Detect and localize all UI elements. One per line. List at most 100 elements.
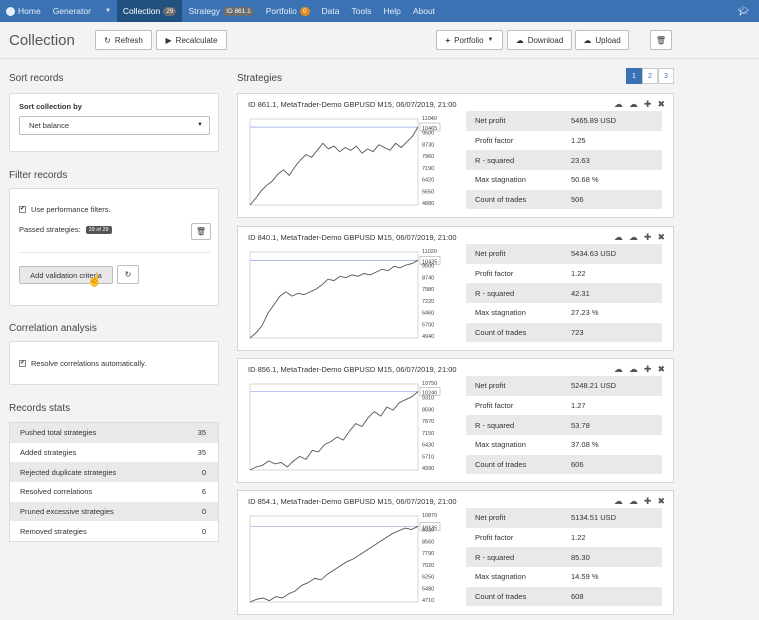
page-button[interactable]: 1 <box>626 68 642 84</box>
recalculate-button[interactable]: ▶ Recalculate <box>156 30 227 50</box>
nav-about[interactable]: About <box>407 0 441 22</box>
metric-value: 14.59 % <box>571 572 599 582</box>
current-balance-box <box>419 387 441 396</box>
stats-label: Resolved correlations <box>20 487 93 497</box>
close-icon[interactable]: ✖ <box>657 496 665 506</box>
y-tick-label: 7150 <box>422 431 434 437</box>
nav-tools[interactable]: Tools <box>346 0 378 22</box>
toolbar-divider <box>0 58 759 59</box>
metric-value: 1.25 <box>571 136 586 146</box>
metric-row: Profit factor 1.25 <box>466 131 662 151</box>
resolve-correlations-row[interactable]: ✔ Resolve correlations automatically. <box>19 359 146 368</box>
page-button[interactable]: 3 <box>658 68 674 84</box>
refresh-button[interactable]: ↻ Refresh <box>95 30 152 50</box>
cloud-upload-icon[interactable]: ☁ <box>628 364 638 374</box>
sort-select[interactable]: Net balance ▼ <box>19 116 210 135</box>
strategy-id-badge: ID 861.1 <box>223 6 254 16</box>
metric-row: Net profit 5134.51 USD <box>466 508 662 528</box>
cloud-download-icon[interactable]: ☁ <box>613 232 623 242</box>
hand-cursor-icon: ☝ <box>87 273 102 287</box>
select-arrow-icon: ▼ <box>197 122 203 128</box>
reset-validation-button[interactable]: ↻ <box>117 265 139 284</box>
passed-strategies-row: Passed strategies: 29 of 29 <box>19 225 112 234</box>
metric-label: Max stagnation <box>475 440 526 450</box>
cloud-upload-icon[interactable]: ☁ <box>628 99 638 109</box>
portfolio-count-badge: 0 <box>299 6 310 16</box>
metrics-table: Net profit 5248.21 USD Profit factor 1.27 R … <box>466 376 662 475</box>
nav-strategy[interactable]: Strategy ID 861.1 <box>182 0 259 22</box>
portfolio-dropdown-button[interactable]: + Portfolio ▼ <box>436 30 503 50</box>
nav-generator-label: Generator <box>52 6 91 16</box>
nav-home[interactable]: Home <box>0 0 47 22</box>
y-tick-label: 5700 <box>422 322 434 328</box>
y-tick-label: 7960 <box>422 154 434 160</box>
metric-row: Max stagnation 27.23 % <box>466 303 662 323</box>
card-actions: ☁ ☁ ✚ ✖ <box>614 232 665 243</box>
add-validation-button[interactable]: Add validation criteria <box>19 266 113 284</box>
current-balance-box <box>419 122 441 132</box>
nav-strategy-label: Strategy <box>188 6 221 16</box>
stats-label: Removed strategies <box>20 526 87 536</box>
close-icon[interactable]: ✖ <box>657 232 665 242</box>
play-icon: ▶ <box>165 35 172 45</box>
nav-help[interactable]: Help <box>377 0 406 22</box>
close-icon[interactable]: ✖ <box>657 364 665 374</box>
strategy-card[interactable]: ID 856.1, MetaTrader-Demo GBPUSD M15, 06… <box>237 358 674 483</box>
nav-data[interactable]: Data <box>316 0 346 22</box>
y-tick-label: 5710 <box>422 454 434 460</box>
strategy-card-header: ID 840.1, MetaTrader-Demo GBPUSD M15, 06… <box>248 233 457 242</box>
stats-value: 0 <box>201 507 206 517</box>
use-perf-label: Use performance filters. <box>31 205 111 214</box>
cloud-download-icon[interactable]: ☁ <box>613 364 623 374</box>
nav-collection[interactable]: Collection 29 <box>116 0 183 22</box>
cloud-download-icon[interactable]: ☁ <box>613 99 623 109</box>
delete-collection-button[interactable]: 🗑︎ <box>650 30 672 50</box>
upload-button[interactable]: ☁ Upload <box>575 30 629 50</box>
metric-label: Net profit <box>475 381 506 391</box>
nav-about-label: About <box>412 6 436 16</box>
refresh-icon: ↻ <box>124 270 132 279</box>
use-perf-checkbox[interactable]: ✔ <box>19 206 26 213</box>
use-perf-filters-row[interactable]: ✔ Use performance filters. <box>19 205 111 214</box>
metric-row: R - squared 53.78 <box>466 415 662 436</box>
strategy-card[interactable]: ID 861.1, MetaTrader-Demo GBPUSD M15, 06… <box>237 93 674 218</box>
stats-value: 6 <box>201 487 206 497</box>
strategy-card[interactable]: ID 840.1, MetaTrader-Demo GBPUSD M15, 06… <box>237 226 674 351</box>
nav-help-label: Help <box>383 6 401 16</box>
y-tick-label: 8740 <box>422 275 434 281</box>
strategy-card[interactable]: ID 854.1, MetaTrader-Demo GBPUSD M15, 06… <box>237 490 674 615</box>
current-balance-label: 10240 <box>422 391 437 397</box>
stats-label: Added strategies <box>20 448 77 458</box>
cloud-download-icon[interactable]: ☁ <box>613 496 623 506</box>
nav-generator[interactable]: Generator ▼ <box>47 0 117 22</box>
delete-filters-button[interactable]: 🗑︎ <box>191 223 211 240</box>
mortarboard-icon[interactable]: 🎓︎ <box>737 6 749 16</box>
plus-icon[interactable]: ✚ <box>643 232 652 242</box>
nav-portfolio[interactable]: Portfolio 0 <box>260 0 316 22</box>
stats-row: Pushed total strategies 35 <box>10 423 218 443</box>
metrics-table: Net profit 5134.51 USD Profit factor 1.22 R … <box>466 508 662 607</box>
equity-line <box>249 525 419 603</box>
download-button[interactable]: ☁ Download <box>507 30 572 50</box>
metric-value: 1.27 <box>571 401 586 411</box>
plus-icon[interactable]: ✚ <box>643 496 652 506</box>
resolve-correlations-checkbox[interactable]: ✔ <box>19 360 26 367</box>
y-tick-label: 7980 <box>422 287 434 293</box>
trash-icon: 🗑︎ <box>655 35 667 45</box>
metric-value: 506 <box>571 195 584 205</box>
metric-label: R - squared <box>475 288 515 298</box>
close-icon[interactable]: ✖ <box>657 99 665 109</box>
nav-collection-label: Collection <box>122 6 161 16</box>
metric-label: Net profit <box>475 249 506 259</box>
stats-value: 0 <box>201 526 206 536</box>
plus-icon[interactable]: ✚ <box>643 364 652 374</box>
cloud-upload-icon[interactable]: ☁ <box>628 496 638 506</box>
pagination: 1 2 3 <box>626 68 674 84</box>
metric-label: Max stagnation <box>475 308 526 318</box>
plus-icon[interactable]: ✚ <box>643 99 652 109</box>
y-tick-label: 9330 <box>422 528 434 534</box>
cloud-upload-icon[interactable]: ☁ <box>628 232 638 242</box>
page-button[interactable]: 2 <box>642 68 658 84</box>
